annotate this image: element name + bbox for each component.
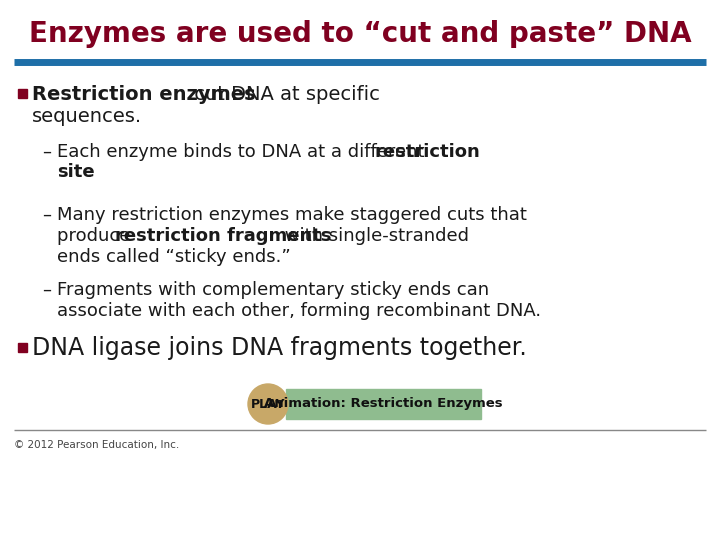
- Text: Animation: Restriction Enzymes: Animation: Restriction Enzymes: [264, 397, 503, 410]
- Circle shape: [248, 384, 288, 424]
- FancyBboxPatch shape: [18, 343, 27, 352]
- Text: restriction fragments: restriction fragments: [115, 227, 331, 245]
- Text: PLAY: PLAY: [251, 397, 285, 410]
- Text: –: –: [42, 281, 51, 299]
- Text: sequences.: sequences.: [32, 106, 142, 125]
- Text: –: –: [42, 206, 51, 224]
- Text: site: site: [57, 163, 94, 181]
- Text: Enzymes are used to “cut and paste” DNA: Enzymes are used to “cut and paste” DNA: [29, 20, 691, 48]
- Text: Restriction enzymes: Restriction enzymes: [32, 84, 256, 104]
- FancyBboxPatch shape: [286, 389, 481, 419]
- Text: Each enzyme binds to DNA at a different: Each enzyme binds to DNA at a different: [57, 143, 431, 161]
- Text: restriction: restriction: [375, 143, 481, 161]
- Text: © 2012 Pearson Education, Inc.: © 2012 Pearson Education, Inc.: [14, 440, 179, 450]
- Text: with single-stranded: with single-stranded: [279, 227, 469, 245]
- Text: produce: produce: [57, 227, 136, 245]
- Text: –: –: [42, 143, 51, 161]
- Text: Many restriction enzymes make staggered cuts that: Many restriction enzymes make staggered …: [57, 206, 527, 224]
- Text: associate with each other, forming recombinant DNA.: associate with each other, forming recom…: [57, 302, 541, 320]
- Text: .: .: [86, 163, 91, 181]
- FancyBboxPatch shape: [18, 89, 27, 98]
- Text: Fragments with complementary sticky ends can: Fragments with complementary sticky ends…: [57, 281, 489, 299]
- Text: ends called “sticky ends.”: ends called “sticky ends.”: [57, 248, 291, 266]
- Text: DNA ligase joins DNA fragments together.: DNA ligase joins DNA fragments together.: [32, 336, 527, 360]
- Text: cut DNA at specific: cut DNA at specific: [188, 84, 380, 104]
